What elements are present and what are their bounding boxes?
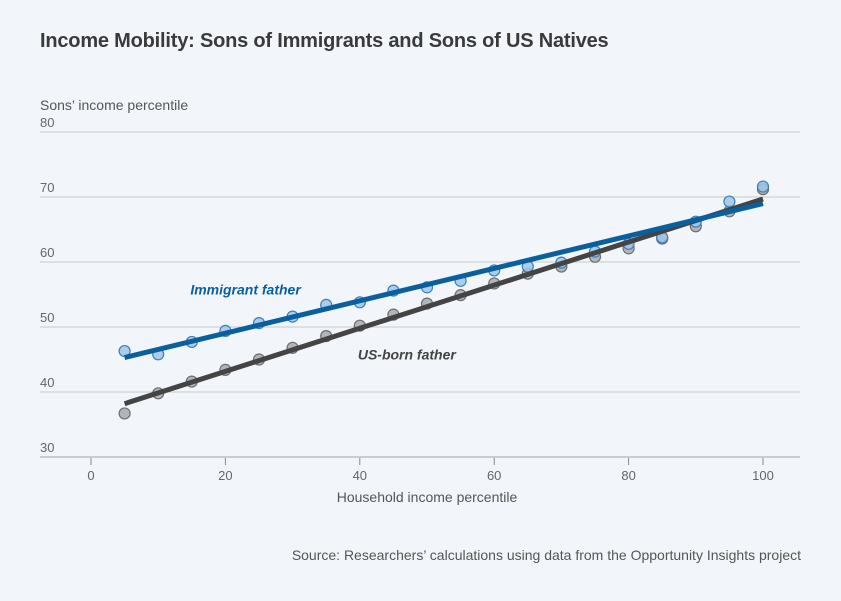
- x-tick-label: 40: [353, 468, 367, 483]
- immigrant-father-point: [756, 180, 770, 193]
- y-tick-label: 80: [40, 115, 54, 130]
- y-axis-title: Sons’ income percentile: [40, 97, 189, 113]
- x-tick-label: 20: [218, 468, 232, 483]
- us-born-father-point: [118, 407, 131, 420]
- immigrant-father-label: Immigrant father: [190, 282, 302, 298]
- immigrant-father-fit-line: [124, 201, 764, 360]
- y-tick-label: 50: [40, 310, 54, 325]
- y-axis-ticks: 30 40 50 60 70 80: [40, 115, 54, 455]
- fit-lines: [123, 196, 764, 407]
- x-tick-label: 0: [87, 468, 94, 483]
- x-axis: 0 20 40 60 80 100: [87, 458, 774, 483]
- source-note: Source: Researchers’ calculations using …: [291, 547, 801, 563]
- x-axis-title: Household income percentile: [337, 489, 518, 505]
- y-tick-label: 70: [40, 180, 54, 195]
- us-born-father-fit-line: [123, 196, 764, 407]
- x-tick-label: 100: [752, 468, 774, 483]
- x-tick-label: 60: [487, 468, 501, 483]
- y-tick-label: 60: [40, 245, 54, 260]
- series-labels: Immigrant father US-born father: [190, 282, 457, 363]
- chart-title: Income Mobility: Sons of Immigrants and …: [40, 30, 609, 52]
- gridlines: [40, 131, 800, 458]
- immigrant-father-point: [723, 195, 736, 208]
- x-tick-label: 80: [621, 468, 635, 483]
- y-tick-label: 30: [40, 440, 54, 455]
- y-tick-label: 40: [40, 375, 54, 390]
- us-born-father-label: US-born father: [358, 347, 458, 363]
